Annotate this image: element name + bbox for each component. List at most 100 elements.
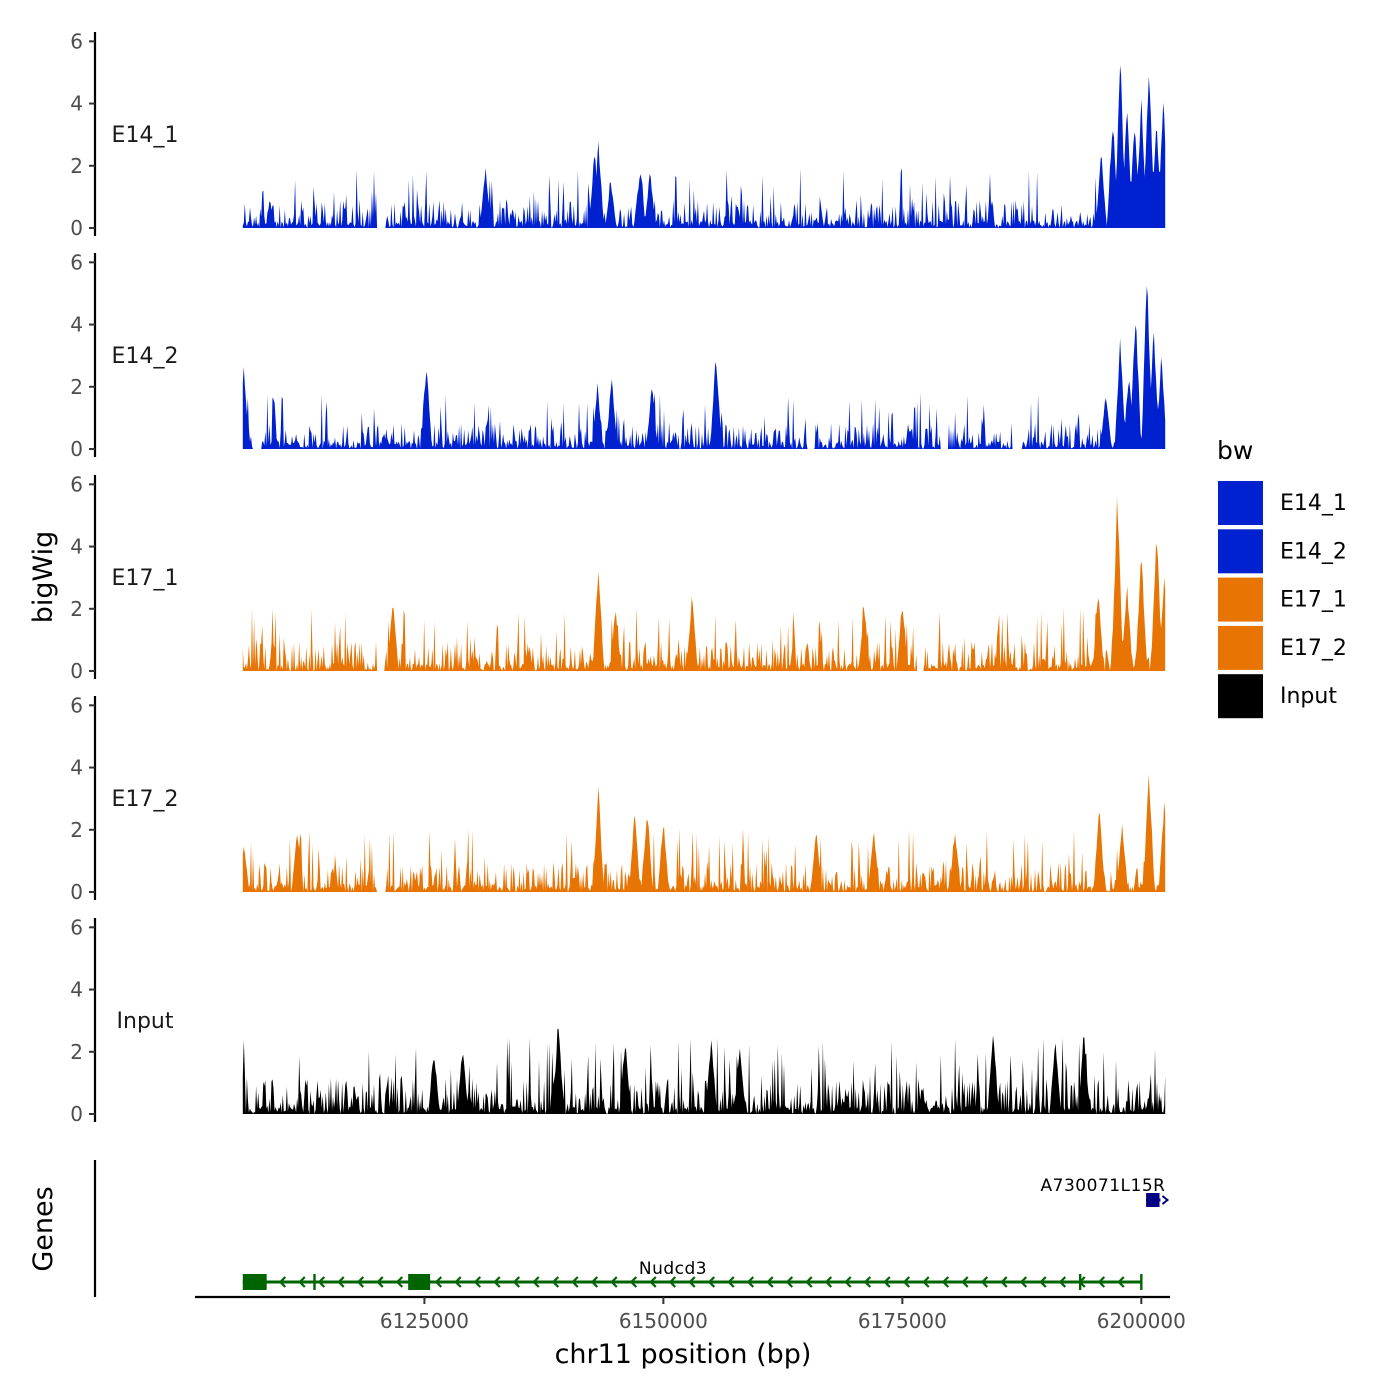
legend-label-E17_1: E17_1 (1280, 588, 1347, 613)
y-tick-label: 2 (70, 154, 83, 178)
strand-arrow (1000, 1276, 1008, 1288)
y-tick-label: 4 (70, 756, 83, 780)
track-E14_2: 0 2 4 6 E14_2 (70, 250, 1166, 461)
strand-arrow (1039, 1276, 1047, 1288)
signal-area-E14_2 (242, 286, 1166, 449)
y-tick-label: 4 (70, 978, 83, 1002)
x-tick-label: 6175000 (858, 1309, 947, 1333)
strand-arrow (493, 1276, 501, 1288)
strand-arrow (727, 1276, 735, 1288)
y-tick-label: 0 (70, 437, 83, 461)
legend-swatch-E14_1 (1218, 481, 1263, 525)
strand-arrow (941, 1276, 950, 1288)
gene-label: Nudcd3 (639, 1259, 707, 1279)
gene-A730071L15R: A730071L15R (1041, 1176, 1170, 1207)
gene-label: A730071L15R (1041, 1176, 1166, 1196)
exon (408, 1274, 431, 1290)
strand-arrow (629, 1276, 638, 1288)
y-tick-label: 6 (70, 472, 83, 496)
y-tick-label: 0 (70, 880, 83, 904)
x-tick-label: 6125000 (380, 1309, 469, 1333)
strand-arrow (278, 1276, 287, 1288)
track-E17_2: 0 2 4 6 E17_2 (70, 693, 1166, 904)
legend: bw E14_1 E14_2 E17_1 E17_2 Input (1217, 436, 1347, 719)
legend-swatch-E17_1 (1218, 577, 1263, 622)
y-tick-label: 0 (70, 1102, 83, 1126)
y-tick-label: 0 (70, 659, 83, 683)
exon (242, 1274, 267, 1290)
bigwig-tracks: 0 2 4 6 E14_1 0 2 4 6 E14_2 0 2 4 6 E17_1 0 2 4 6 E17_2 0 2 4 6… (70, 29, 1166, 1126)
y-tick-label: 2 (70, 1040, 83, 1064)
gene-Nudcd3: Nudcd3 (242, 1259, 1143, 1290)
track-label: E14_2 (112, 344, 179, 369)
y-axis-title-bigwig: bigWig (28, 531, 59, 624)
strand-arrow (1097, 1276, 1106, 1288)
strand-arrow (766, 1276, 774, 1288)
y-tick-label: 4 (70, 92, 83, 116)
strand-arrow (356, 1276, 365, 1288)
y-tick-label: 2 (70, 375, 83, 399)
y-tick-label: 2 (70, 597, 83, 621)
x-axis: 6125000 6150000 6175000 6200000 (195, 1295, 1186, 1333)
strand-arrow (961, 1276, 969, 1288)
strand-arrow (805, 1276, 813, 1288)
strand-arrow (649, 1276, 657, 1288)
strand-arrow (844, 1276, 852, 1288)
legend-title: bw (1217, 436, 1253, 465)
strand-arrow (317, 1276, 326, 1288)
signal-area-E17_2 (242, 774, 1166, 892)
strand-arrow (824, 1276, 833, 1288)
strand-arrow (434, 1276, 443, 1288)
strand-arrow (707, 1276, 716, 1288)
strand-arrow (395, 1276, 404, 1288)
x-tick-label: 6200000 (1097, 1309, 1186, 1333)
track-label: E17_2 (112, 787, 179, 812)
legend-swatch-Input (1218, 674, 1263, 719)
y-tick-label: 4 (70, 313, 83, 337)
strand-arrow (668, 1276, 677, 1288)
signal-area-E17_1 (242, 496, 1166, 671)
strand-arrow (551, 1276, 560, 1288)
track-Input: 0 2 4 6 Input (70, 915, 1166, 1126)
y-tick-label: 6 (70, 693, 83, 717)
y-tick-label: 6 (70, 29, 83, 53)
y-tick-label: 0 (70, 216, 83, 240)
y-axis-title-genes: Genes (28, 1186, 59, 1271)
x-tick-label: 6150000 (619, 1309, 708, 1333)
strand-arrow (1019, 1276, 1028, 1288)
track-E14_1: 0 2 4 6 E14_1 (70, 29, 1166, 240)
y-tick-label: 6 (70, 915, 83, 939)
track-label: E14_1 (112, 123, 179, 148)
strand-arrow (376, 1276, 384, 1288)
strand-arrow (1117, 1276, 1125, 1288)
legend-swatch-E17_2 (1218, 625, 1263, 670)
legend-label-Input: Input (1280, 684, 1337, 709)
strand-arrow (337, 1276, 345, 1288)
genes-panel: Nudcd3 A730071L15R (93, 1160, 1170, 1297)
track-E17_1: 0 2 4 6 E17_1 (70, 472, 1166, 683)
strand-arrow (688, 1276, 696, 1288)
signal-area-Input (242, 1028, 1166, 1114)
signal-area-E14_1 (242, 65, 1166, 228)
strand-arrow (863, 1276, 872, 1288)
y-tick-label: 4 (70, 535, 83, 559)
legend-label-E17_2: E17_2 (1280, 636, 1347, 661)
y-tick-label: 6 (70, 250, 83, 274)
track-label: E17_1 (112, 566, 179, 591)
strand-arrow (883, 1276, 891, 1288)
strand-arrow (1161, 1195, 1170, 1205)
exon (1146, 1193, 1160, 1207)
strand-arrow (746, 1276, 755, 1288)
legend-label-E14_2: E14_2 (1280, 539, 1347, 564)
strand-arrow (1058, 1276, 1067, 1288)
legend-swatch-E14_2 (1218, 529, 1263, 574)
strand-arrow (298, 1276, 306, 1288)
strand-arrow (610, 1276, 618, 1288)
strand-arrow (785, 1276, 794, 1288)
x-axis-title: chr11 position (bp) (555, 1339, 812, 1370)
strand-arrow (532, 1276, 540, 1288)
strand-arrow (590, 1276, 599, 1288)
strand-arrow (902, 1276, 911, 1288)
strand-arrow (571, 1276, 579, 1288)
